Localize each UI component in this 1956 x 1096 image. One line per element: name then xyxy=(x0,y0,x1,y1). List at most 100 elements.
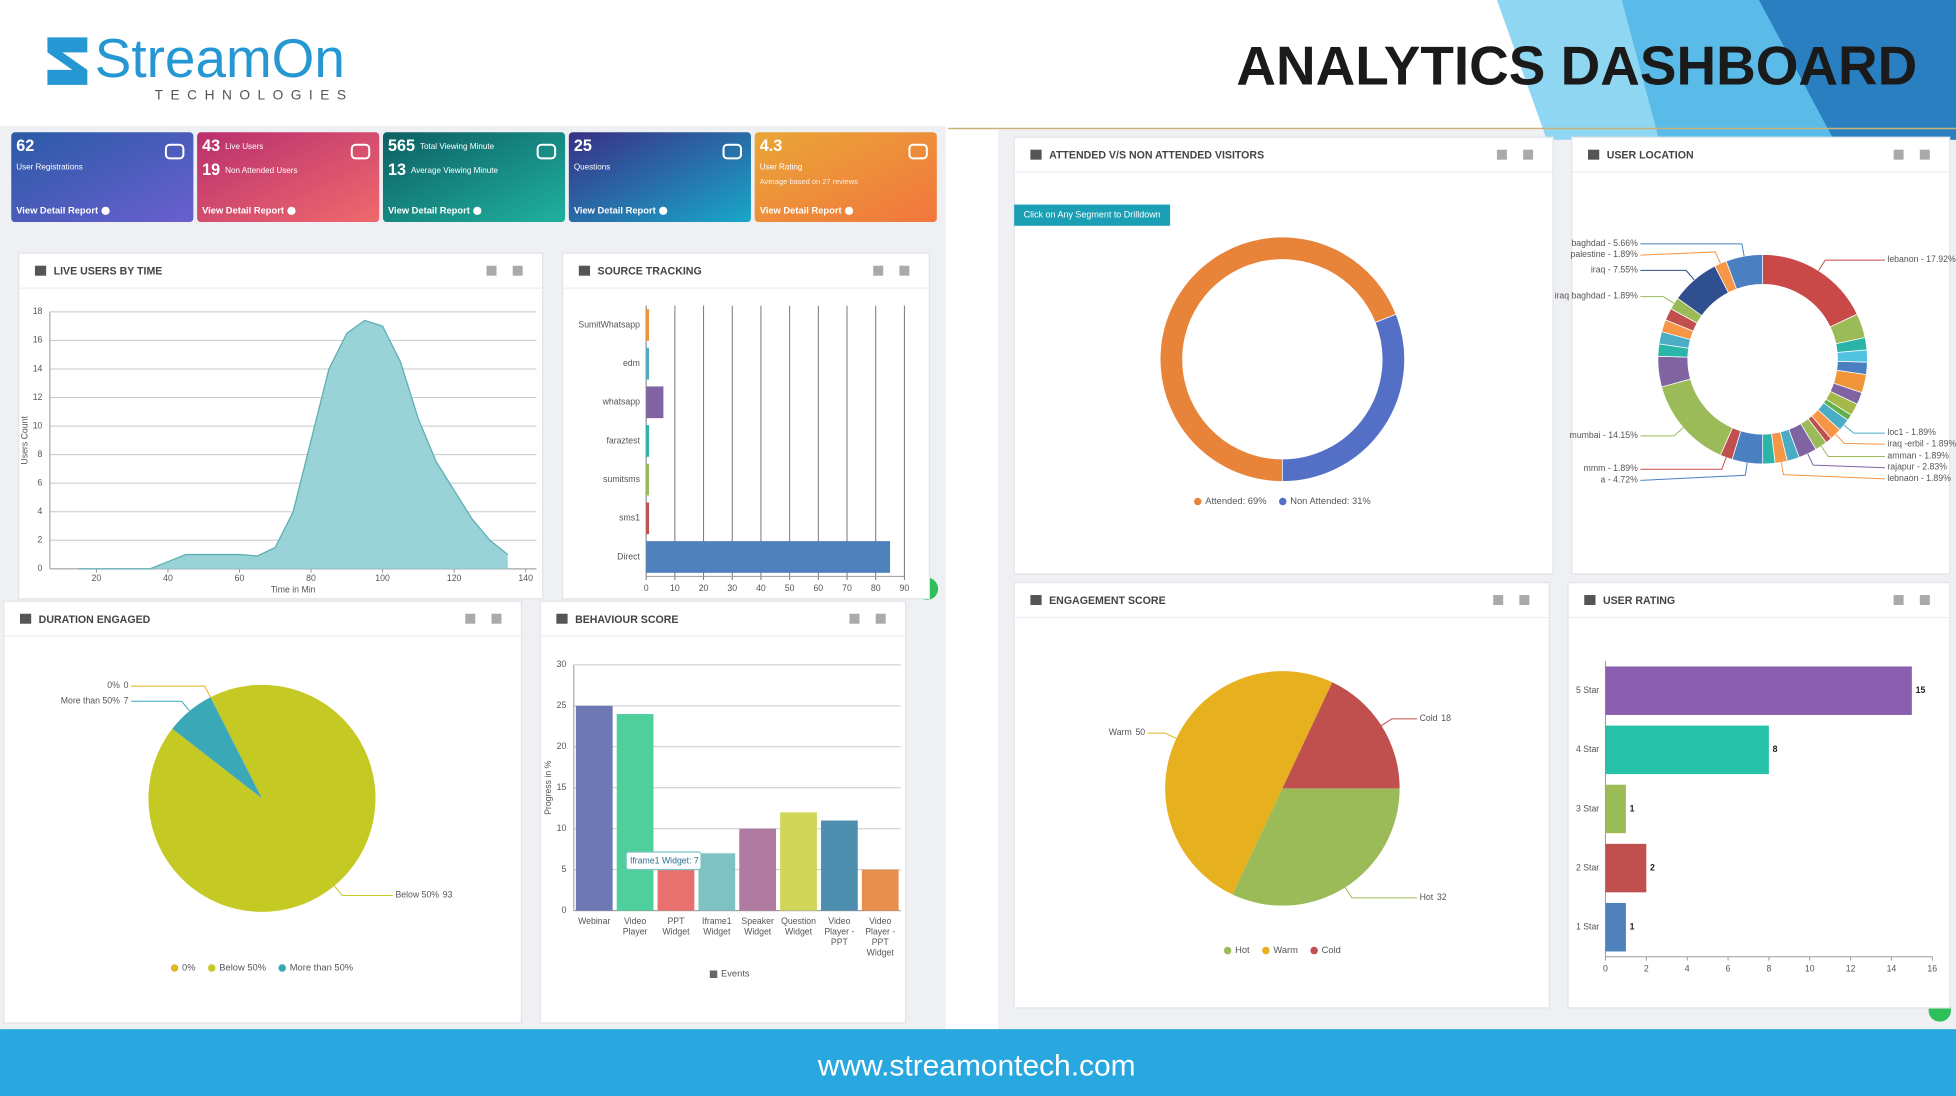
link-arrow xyxy=(473,206,482,215)
kpi-label: Non Attended Users xyxy=(225,166,297,175)
download-icon[interactable] xyxy=(486,265,497,276)
y-tick-label: 15 xyxy=(557,782,567,792)
bar[interactable] xyxy=(1605,902,1626,952)
y-tick-label: 16 xyxy=(33,335,43,345)
page-title: ANALYTICS DASHBOARD xyxy=(1236,34,1917,96)
panel xyxy=(1567,581,1951,1009)
data-label-name: lebanon - 17.92% xyxy=(1887,254,1956,264)
y-tick-label: 10 xyxy=(33,420,43,430)
y-tick-label: 30 xyxy=(557,659,567,669)
kpi-label: Live Users xyxy=(225,142,263,151)
bar[interactable] xyxy=(1605,666,1912,715)
bar[interactable] xyxy=(739,828,777,911)
kpi-link[interactable]: View Detail Report xyxy=(760,205,842,215)
y-tick-label: faraztest xyxy=(607,435,641,445)
download-icon[interactable] xyxy=(1893,149,1904,160)
data-label: Cold 18 xyxy=(1420,713,1452,723)
kpi-link[interactable]: View Detail Report xyxy=(388,205,470,215)
x-tick-label: 12 xyxy=(1846,964,1856,974)
bar[interactable] xyxy=(646,463,650,496)
x-tick-label: 0 xyxy=(1603,964,1608,974)
bar[interactable] xyxy=(1605,784,1626,834)
y-tick-label: 3 Star xyxy=(1576,803,1599,813)
kpi-icon xyxy=(164,143,185,160)
bar[interactable] xyxy=(780,812,817,911)
x-tick-label: 16 xyxy=(1927,964,1937,974)
drilldown-button-label[interactable]: Click on Any Segment to Drilldown xyxy=(1024,210,1161,220)
bar[interactable] xyxy=(820,820,858,911)
copy-icon[interactable] xyxy=(512,265,523,276)
leader-line xyxy=(1807,453,1885,469)
legend-label: Below 50% xyxy=(219,962,266,972)
data-label: lebanon - 17.92% xyxy=(1887,254,1956,264)
bar[interactable] xyxy=(575,705,613,911)
download-icon[interactable] xyxy=(873,265,884,276)
slice[interactable] xyxy=(172,697,262,799)
copy-icon[interactable] xyxy=(1919,149,1930,160)
download-icon[interactable] xyxy=(849,613,860,624)
bar[interactable] xyxy=(646,425,650,457)
footer-url[interactable]: www.streamontech.com xyxy=(817,1050,1136,1083)
copy-icon[interactable] xyxy=(1523,149,1534,160)
bar[interactable] xyxy=(698,853,736,911)
panel-title-icon xyxy=(1030,149,1042,160)
data-label-value: 50 xyxy=(1135,727,1145,737)
bar[interactable] xyxy=(616,714,654,911)
data-label-name: amman - 1.89% xyxy=(1887,451,1949,461)
bar[interactable] xyxy=(646,309,650,341)
data-label-name: lebnaon - 1.89% xyxy=(1887,473,1951,483)
leader-line xyxy=(1640,243,1745,257)
panel-title: USER LOCATION xyxy=(1607,150,1694,162)
download-icon[interactable] xyxy=(1493,595,1504,606)
legend-label: Attended: 69% xyxy=(1205,496,1266,506)
legend-swatch xyxy=(1193,497,1202,506)
bar[interactable] xyxy=(861,869,899,911)
drilldown-button[interactable] xyxy=(1014,204,1171,226)
slice[interactable] xyxy=(1282,682,1400,789)
x-tick-label: 80 xyxy=(306,573,316,583)
leader-line xyxy=(1640,296,1675,304)
bar[interactable] xyxy=(1605,725,1769,775)
kpi-card xyxy=(11,132,194,223)
bar[interactable] xyxy=(657,869,695,911)
x-tick-label: 30 xyxy=(727,583,737,593)
leader-line xyxy=(1818,259,1885,271)
footer xyxy=(0,1029,1956,1096)
data-label-value: 7 xyxy=(124,696,129,706)
panel-title-icon xyxy=(1587,149,1600,160)
kpi-link[interactable]: View Detail Report xyxy=(16,205,98,215)
kpi-link[interactable]: View Detail Report xyxy=(202,205,284,215)
copy-icon[interactable] xyxy=(899,265,910,276)
legend-swatch xyxy=(170,964,179,972)
slice[interactable] xyxy=(148,684,376,912)
copy-icon[interactable] xyxy=(1519,595,1530,606)
slice[interactable] xyxy=(1725,254,1764,290)
y-tick-label: whatsapp xyxy=(602,397,640,407)
panel xyxy=(1571,136,1951,575)
copy-icon[interactable] xyxy=(1919,595,1930,606)
download-icon[interactable] xyxy=(1893,595,1904,606)
bar[interactable] xyxy=(646,386,664,419)
copy-icon[interactable] xyxy=(491,613,502,624)
slice[interactable] xyxy=(1282,313,1406,482)
link-arrow xyxy=(659,206,668,215)
bar[interactable] xyxy=(646,502,650,535)
legend: Attended: 69% Non Attended: 31% xyxy=(1193,496,1371,506)
slice[interactable] xyxy=(1165,671,1333,895)
kpi-icon xyxy=(536,143,557,160)
x-tick-label: 20 xyxy=(699,583,709,593)
kpi-value: 19 xyxy=(202,161,220,179)
leader-line xyxy=(1640,427,1684,437)
kpi-link[interactable]: View Detail Report xyxy=(574,205,656,215)
y-tick-label: 4 Star xyxy=(1576,744,1599,754)
bar[interactable] xyxy=(1605,843,1647,893)
bar[interactable] xyxy=(646,347,650,380)
download-icon[interactable] xyxy=(465,613,476,624)
slice[interactable] xyxy=(1232,788,1400,906)
link-arrow xyxy=(101,206,110,215)
copy-icon[interactable] xyxy=(875,613,886,624)
kpi-card xyxy=(197,132,380,223)
bar[interactable] xyxy=(646,541,891,573)
slice[interactable] xyxy=(1159,236,1397,482)
download-icon[interactable] xyxy=(1496,149,1507,160)
